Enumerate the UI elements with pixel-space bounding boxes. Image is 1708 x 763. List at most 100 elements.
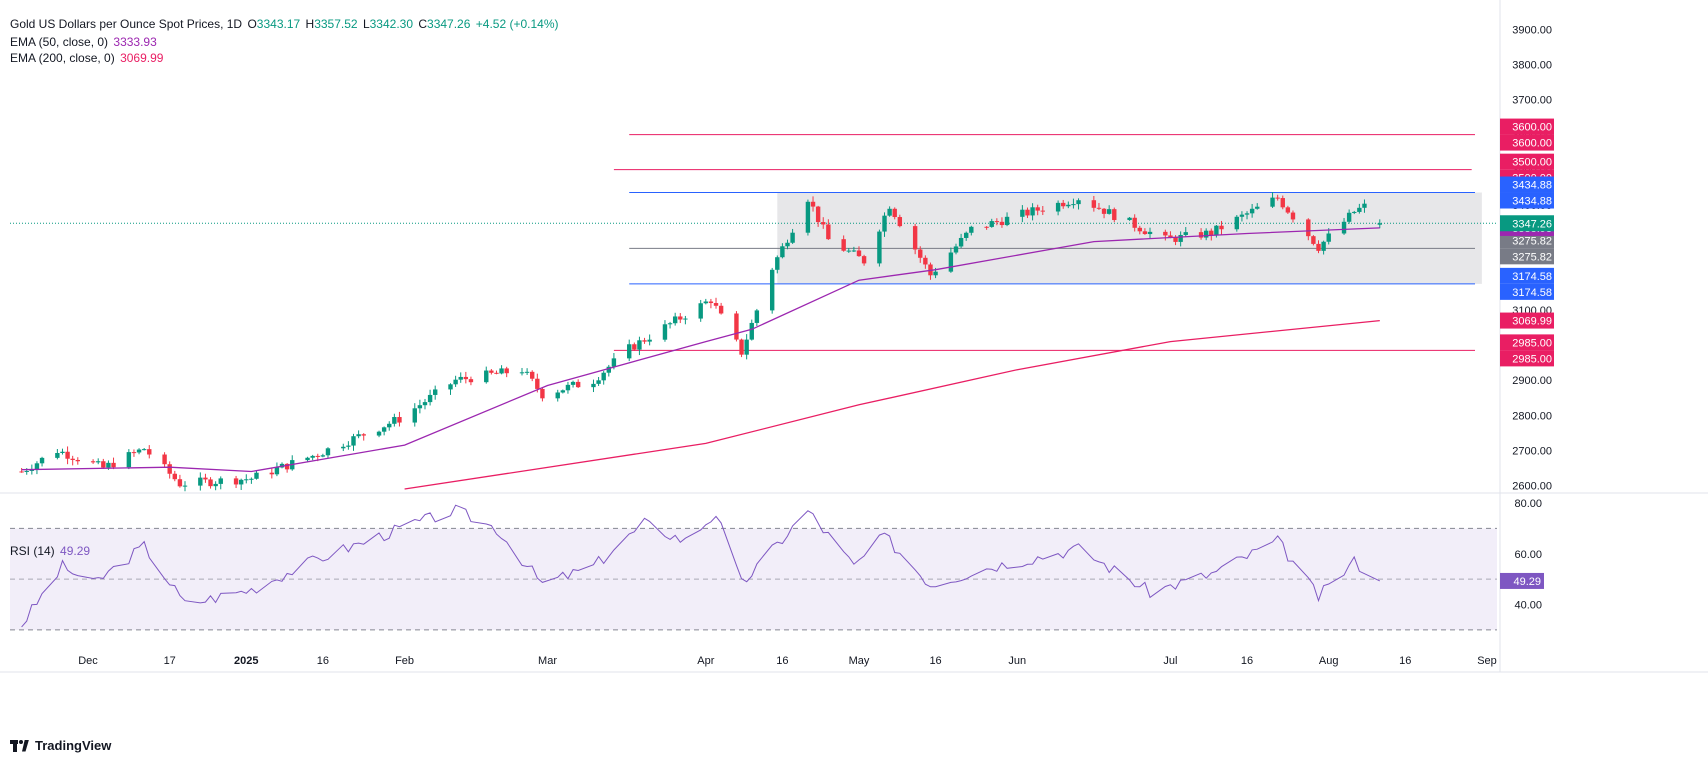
level-tag-3275.82: 3275.82: [1512, 235, 1552, 247]
date-tick-label: Jun: [1008, 655, 1026, 667]
candle-up: [484, 370, 489, 383]
candle-up: [958, 237, 964, 247]
rsi-line: [21, 504, 1381, 628]
level-tag-3275.82-b: 3275.82: [1512, 251, 1552, 263]
candle-down: [269, 472, 275, 475]
candle-up: [1341, 221, 1347, 234]
symbol-legend: Gold US Dollars per Ounce Spot Prices, 1…: [10, 16, 559, 32]
rsi-value: 49.29: [60, 544, 91, 558]
brand-name: TradingView: [35, 738, 112, 753]
candle-up: [1071, 204, 1076, 206]
candle-up: [310, 455, 315, 458]
candle-up: [325, 448, 331, 456]
level-tag-2985.00-b: 2985.00: [1512, 353, 1552, 365]
candle-up: [417, 405, 423, 409]
candle-up: [453, 379, 458, 385]
candle-down: [1311, 236, 1316, 244]
candle-down: [162, 454, 167, 465]
candle-down: [494, 372, 499, 374]
candle-down: [1280, 198, 1285, 208]
candle-up: [969, 226, 974, 233]
close-label: C: [418, 17, 428, 31]
candle-up: [662, 324, 668, 340]
candle-down: [70, 458, 75, 460]
candle-up: [601, 372, 606, 381]
candle-up: [1183, 232, 1188, 235]
date-tick-label: 17: [164, 655, 176, 667]
candle-down: [861, 256, 867, 264]
candle-up: [249, 478, 254, 480]
rsi-legend[interactable]: RSI (14) 49.29: [10, 543, 90, 559]
candle-up: [274, 467, 280, 475]
candle-up: [60, 451, 65, 454]
candle-up: [412, 408, 417, 423]
candle-down: [233, 478, 239, 485]
candle-up: [198, 477, 203, 486]
candle-down: [1061, 202, 1066, 207]
candle-up: [1055, 202, 1061, 212]
candle-up: [1234, 216, 1240, 230]
candle-up: [637, 340, 642, 350]
ema200-label: EMA (200, close, 0): [10, 51, 115, 65]
candle-down: [821, 222, 826, 225]
candle-up: [703, 301, 709, 304]
price-tick-label: 2900.00: [1512, 375, 1552, 387]
candle-up: [1377, 223, 1382, 225]
candle-down: [642, 340, 647, 342]
candle-up: [565, 384, 571, 391]
candle-down: [1112, 209, 1117, 221]
candles: [19, 192, 1382, 492]
ema50-value: 3333.93: [113, 35, 157, 49]
candle-up: [218, 478, 223, 484]
candle-down: [575, 381, 581, 388]
date-tick-label: Dec: [78, 655, 98, 667]
candle-down: [1137, 227, 1143, 232]
candle-up: [790, 232, 795, 243]
rsi-last-tag: 49.29: [1513, 576, 1541, 588]
date-tick-label: 16: [1399, 655, 1411, 667]
candle-up: [1076, 200, 1081, 205]
ema50-legend[interactable]: EMA (50, close, 0) 3333.93: [10, 34, 157, 50]
candle-up: [1066, 204, 1071, 207]
candle-up: [570, 381, 576, 385]
price-tick-label: 3700.00: [1512, 94, 1552, 106]
candle-up: [1214, 225, 1219, 236]
candle-up: [305, 457, 310, 461]
candle-up: [244, 479, 249, 481]
candle-up: [422, 402, 428, 406]
level-tag-3600.00-bg: [1500, 118, 1554, 135]
price-pane: [10, 134, 1497, 492]
candle-down: [1168, 235, 1173, 238]
candle-up: [346, 445, 351, 447]
level-tag-3600.00-b: 3600.00: [1512, 138, 1552, 150]
high-label: H: [305, 17, 315, 31]
date-tick-label: 16: [776, 655, 788, 667]
candle-up: [882, 215, 887, 232]
candle-down: [167, 464, 172, 474]
date-tick-label: 16: [317, 655, 329, 667]
candle-up: [1244, 213, 1250, 215]
candle-up: [672, 316, 678, 324]
candle-up: [1346, 212, 1352, 222]
candle-up: [126, 452, 132, 468]
candle-down: [713, 303, 719, 306]
high-value: 3357.52: [314, 17, 358, 31]
candle-down: [172, 473, 177, 480]
candle-up: [1030, 207, 1035, 216]
ema50-line: [21, 227, 1380, 473]
candle-up: [34, 463, 40, 470]
candle-up: [1106, 209, 1112, 214]
level-tag-3174.58-b-bg: [1500, 283, 1554, 300]
candle-down: [923, 257, 928, 265]
candle-up: [1357, 207, 1362, 212]
candle-up: [749, 322, 754, 340]
ema200-legend[interactable]: EMA (200, close, 0) 3069.99: [10, 50, 163, 66]
candle-up: [1270, 197, 1275, 207]
tradingview-logo-link[interactable]: TradingView: [10, 738, 111, 753]
date-tick-label: Apr: [697, 655, 714, 667]
candle-up: [182, 485, 188, 487]
rsi-tag-bg: [1500, 572, 1544, 589]
date-tick-label: 2025: [234, 655, 258, 667]
candle-down: [1290, 212, 1296, 220]
